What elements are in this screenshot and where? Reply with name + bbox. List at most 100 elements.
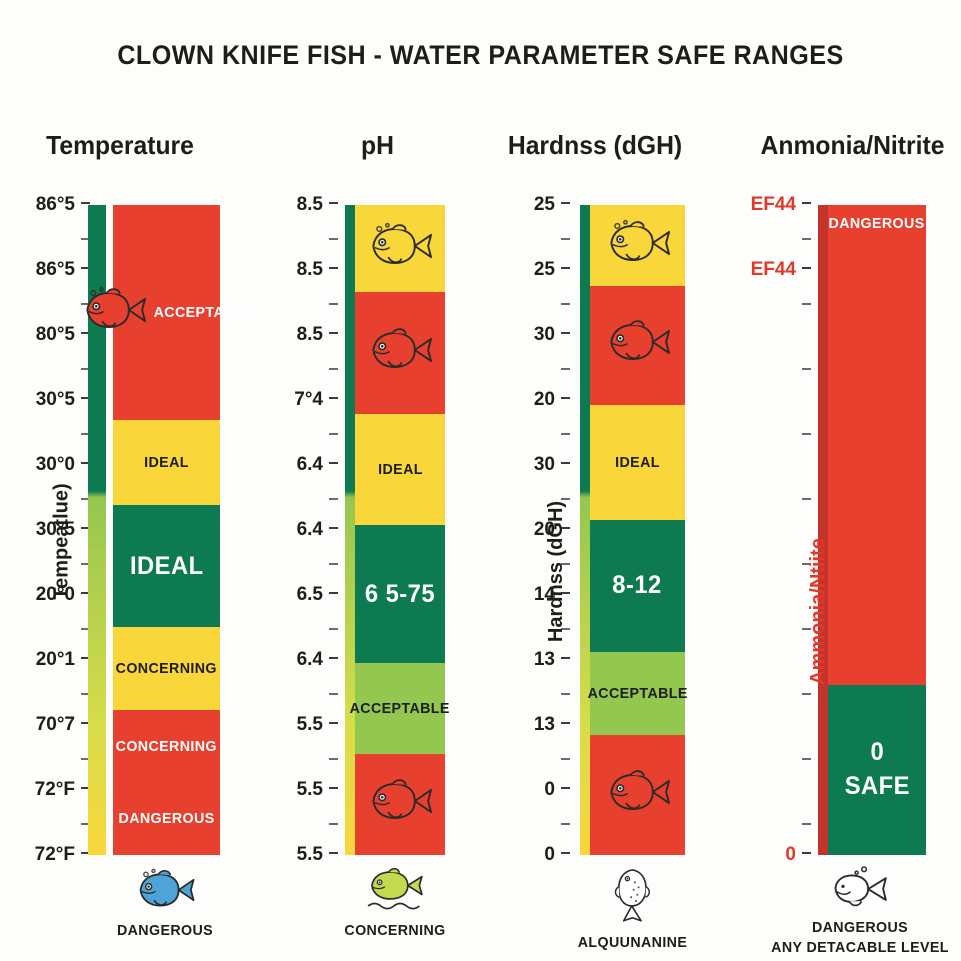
tick-mark — [561, 462, 570, 465]
bar-segment-ammonia-1[interactable]: 0 SAFE — [828, 684, 926, 855]
segment-label-line: IDEAL — [615, 453, 660, 471]
stacked-bar-ph[interactable]: IDEAL 6 5-75 ACCEPTABLE — [350, 205, 450, 855]
bar-segment-ph-5[interactable] — [355, 753, 445, 855]
tick-label-text: 13 — [533, 714, 555, 735]
legend-label-line: ALQUUNANINE — [577, 934, 688, 951]
tick-mark — [329, 592, 338, 595]
axis-tick-hardness-3: 20 — [534, 389, 570, 411]
tick-label-text: 8.5 — [296, 194, 323, 215]
legend-label-line: ANY DETACABLE LEVEL — [771, 938, 949, 956]
segment-label-ph-2: IDEAL — [378, 461, 423, 478]
tick-mark — [81, 852, 90, 855]
axis-tick-hardness-6: 14 — [534, 584, 570, 606]
bar-segment-hardness-0[interactable] — [590, 205, 685, 287]
axis-tick-ph-5: 6.4 — [297, 519, 338, 541]
tick-mark — [81, 527, 90, 530]
axis-minor-tick — [802, 562, 811, 565]
tick-mark — [81, 722, 90, 725]
axis-tick-ph-9: 5.5 — [297, 779, 338, 801]
fish-red-outline-icon — [363, 775, 437, 833]
legend-item-temperature[interactable]: DANGEROUS — [95, 865, 235, 941]
bar-segment-temperature-3[interactable]: CONCERNING — [113, 626, 220, 711]
axis-minor-tick — [329, 497, 338, 500]
axis-tick-ph-3: 7°4 — [294, 389, 338, 411]
bar-segment-ammonia-0[interactable]: DANGEROUS — [828, 205, 926, 695]
tick-mark — [81, 787, 90, 790]
axis-ticks-ammonia: EF44 EF44 0 — [745, 194, 811, 865]
gradient-strip-temperature — [88, 205, 106, 855]
stacked-bar-hardness[interactable]: IDEAL 8-12 ACCEPTABLE — [587, 205, 687, 855]
axis-minor-tick — [329, 237, 338, 240]
axis-tick-temperature-3: 30°5 — [36, 389, 90, 411]
axis-minor-tick — [81, 627, 90, 630]
tick-mark — [81, 462, 90, 465]
tick-mark — [561, 332, 570, 335]
axis-minor-tick — [561, 302, 570, 305]
tick-mark — [561, 202, 570, 205]
bar-segment-hardness-4[interactable]: ACCEPTABLE — [587, 651, 687, 735]
axis-tick-temperature-10: 72°F — [35, 844, 90, 866]
tick-label-text: 30°0 — [35, 454, 75, 475]
tick-mark — [561, 397, 570, 400]
tick-mark — [329, 267, 338, 270]
axis-minor-tick — [561, 432, 570, 435]
column-header-hardness: Hardnss (dGH) — [507, 130, 683, 160]
tick-label-text: 6.4 — [296, 454, 323, 475]
bar-segment-temperature-1[interactable]: IDEAL — [113, 420, 220, 506]
tick-label-text: 0 — [785, 844, 796, 865]
axis-minor-tick — [802, 497, 811, 500]
segment-label-line: 0 — [870, 738, 884, 767]
bar-segment-ph-1[interactable] — [355, 292, 445, 415]
axis-minor-tick — [81, 367, 90, 370]
tick-label-text: 70°7 — [35, 714, 75, 735]
segment-label-line: 8-12 — [612, 571, 663, 600]
segment-label-temperature-2: IDEAL — [130, 552, 204, 581]
axis-minor-tick — [81, 562, 90, 565]
bar-segment-ph-2[interactable]: IDEAL — [355, 414, 445, 526]
segment-label-line: IDEAL — [377, 461, 423, 479]
bar-segment-hardness-1[interactable] — [590, 286, 685, 405]
axis-minor-tick — [561, 562, 570, 565]
bar-segment-temperature-5[interactable]: DANGEROUS — [113, 782, 220, 855]
tick-mark — [329, 397, 338, 400]
legend-item-ammonia[interactable]: DANGEROUS ANY DETACABLE LEVEL — [760, 862, 960, 957]
segment-label-temperature-4: CONCERNING — [116, 738, 217, 755]
page-title: CLOWN KNIFE FISH - WATER PARAMETER SAFE … — [117, 40, 844, 70]
tick-label-text: 8.5 — [296, 324, 323, 345]
bar-segment-temperature-4[interactable]: CONCERNING — [113, 710, 220, 783]
column-header-temperature: Temperature — [46, 130, 194, 160]
bar-segment-hardness-5[interactable] — [590, 734, 685, 855]
axis-minor-tick — [561, 497, 570, 500]
bar-segment-ph-4[interactable]: ACCEPTABLE — [350, 663, 450, 754]
legend-item-ph[interactable]: CONCERNING — [330, 865, 460, 941]
bar-segment-temperature-2[interactable]: IDEAL — [113, 505, 220, 627]
axis-tick-ammonia-10: 0 — [785, 844, 811, 866]
bar-segment-temperature-0[interactable]: ACCEPTABLE — [86, 205, 253, 421]
legend-item-hardness[interactable]: ALQUUNANINE — [555, 865, 710, 953]
axis-tick-hardness-10: 0 — [544, 844, 570, 866]
stacked-bar-ammonia[interactable]: DANGEROUS 0 SAFE — [828, 205, 926, 855]
axis-tick-ph-7: 6.4 — [297, 649, 338, 671]
stacked-bar-temperature[interactable]: ACCEPTABLE IDEAL IDEAL CONCERNING CONCERNING… — [86, 205, 253, 855]
tick-label-text: 72°F — [34, 844, 75, 865]
tick-label-text: 86°5 — [35, 194, 75, 215]
segment-label-line: ACCEPTABLE — [153, 304, 254, 322]
tick-mark — [329, 202, 338, 205]
tick-label-text: 6.4 — [296, 519, 323, 540]
tick-label-text: 0 — [544, 844, 555, 865]
segment-label-line: CONCERNING — [115, 737, 218, 755]
tick-label-text: EF44 — [750, 259, 796, 280]
bar-segment-hardness-2[interactable]: IDEAL — [590, 404, 685, 521]
segment-label-temperature-5: DANGEROUS — [118, 810, 214, 827]
tick-label-text: 25 — [533, 259, 555, 280]
bar-segment-hardness-3[interactable]: 8-12 — [590, 520, 685, 652]
axis-minor-tick — [802, 822, 811, 825]
axis-tick-hardness-1: 25 — [534, 259, 570, 281]
axis-minor-tick — [802, 757, 811, 760]
bar-segment-ph-3[interactable]: 6 5-75 — [355, 525, 445, 664]
tick-mark — [81, 397, 90, 400]
axis-minor-tick — [329, 757, 338, 760]
tick-mark — [81, 202, 90, 205]
bar-segment-ph-0[interactable] — [355, 205, 445, 293]
legend-label-line: DANGEROUS — [811, 919, 909, 936]
